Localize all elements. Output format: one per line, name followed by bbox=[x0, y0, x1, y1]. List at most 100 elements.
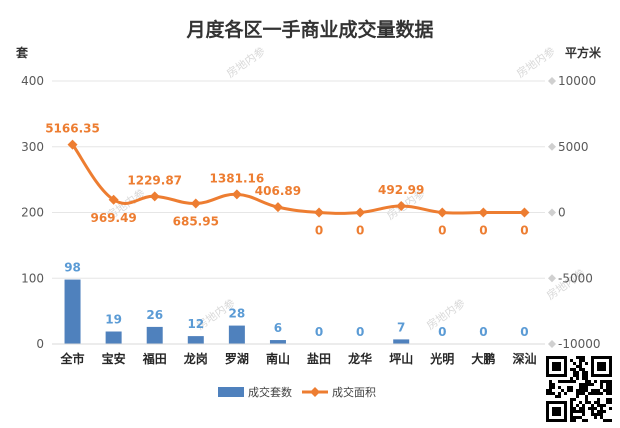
bar-value-label: 0 bbox=[356, 325, 364, 339]
qr-module bbox=[558, 395, 561, 398]
qr-module bbox=[585, 383, 588, 386]
qr-module bbox=[579, 365, 582, 368]
qr-module bbox=[579, 392, 582, 395]
qr-module bbox=[591, 383, 594, 386]
bar bbox=[105, 331, 122, 344]
qr-module bbox=[570, 398, 573, 401]
qr-module bbox=[585, 386, 588, 389]
qr-module bbox=[582, 356, 585, 359]
bar-value-label: 0 bbox=[520, 325, 528, 339]
qr-module bbox=[609, 392, 612, 395]
qr-module bbox=[585, 398, 588, 401]
qr-module bbox=[582, 368, 585, 371]
line-value-label: 0 bbox=[438, 224, 446, 238]
qr-module bbox=[582, 404, 585, 407]
qr-module bbox=[600, 386, 603, 389]
qr-module bbox=[591, 389, 594, 392]
qr-module bbox=[564, 380, 567, 383]
qr-module bbox=[609, 386, 612, 389]
qr-module bbox=[591, 413, 594, 416]
qr-module bbox=[564, 392, 567, 395]
line-value-label: 5166.35 bbox=[45, 122, 100, 136]
qr-module bbox=[582, 410, 585, 413]
qr-module bbox=[591, 407, 594, 410]
qr-module bbox=[597, 401, 600, 404]
qr-module bbox=[582, 359, 585, 362]
qr-module bbox=[588, 407, 591, 410]
qr-code bbox=[544, 354, 614, 424]
qr-module bbox=[570, 368, 573, 371]
qr-module bbox=[576, 395, 579, 398]
qr-module bbox=[603, 419, 606, 422]
right-tick-marker bbox=[548, 142, 556, 151]
qr-module bbox=[552, 383, 555, 386]
right-axis: -10000 -5000 0 5000 10000 bbox=[548, 74, 601, 351]
left-tick-label: 200 bbox=[21, 206, 44, 220]
line-point bbox=[478, 207, 489, 218]
qr-module bbox=[546, 389, 549, 392]
qr-module bbox=[576, 404, 579, 407]
qr-module bbox=[582, 371, 585, 374]
line-value-label: 0 bbox=[479, 224, 487, 238]
category-label: 光明 bbox=[429, 351, 454, 366]
qr-module bbox=[570, 410, 573, 413]
qr-module bbox=[600, 404, 603, 407]
left-tick-label: 300 bbox=[21, 140, 44, 154]
qr-module bbox=[594, 401, 597, 404]
left-tick-label: 400 bbox=[21, 74, 44, 88]
line-value-label: 685.95 bbox=[173, 214, 219, 228]
bar bbox=[269, 340, 286, 344]
legend-line-label: 成交面积 bbox=[332, 385, 376, 399]
right-tick-marker bbox=[548, 274, 556, 283]
qr-module bbox=[597, 389, 600, 392]
qr-module bbox=[573, 419, 576, 422]
line-value-label: 0 bbox=[315, 224, 323, 238]
bar-series bbox=[64, 279, 410, 344]
watermark-text: 房地内参 bbox=[514, 44, 558, 81]
bar-value-label: 26 bbox=[146, 308, 163, 322]
qr-module bbox=[582, 407, 585, 410]
qr-module bbox=[606, 419, 609, 422]
right-tick-label: -10000 bbox=[558, 337, 601, 351]
bar-value-label: 0 bbox=[315, 325, 323, 339]
category-label: 福田 bbox=[142, 351, 167, 366]
line-point bbox=[314, 207, 325, 218]
qr-module bbox=[603, 380, 606, 383]
qr-module bbox=[600, 392, 603, 395]
qr-module bbox=[579, 407, 582, 410]
qr-module bbox=[594, 407, 597, 410]
line-point bbox=[396, 201, 407, 212]
qr-module bbox=[600, 416, 603, 419]
qr-module bbox=[606, 392, 609, 395]
line-value-label: 1229.87 bbox=[127, 173, 182, 187]
qr-module bbox=[570, 386, 573, 389]
qr-module bbox=[591, 410, 594, 413]
qr-module bbox=[582, 413, 585, 416]
left-axis: 0 100 200 300 400 bbox=[21, 74, 44, 351]
category-label: 深汕 bbox=[512, 351, 536, 366]
qr-module bbox=[549, 386, 552, 389]
qr-module bbox=[594, 416, 597, 419]
x-axis: 全市 宝安 福田 龙岗 罗湖 南山 盐田 龙华 坪山 光明 大鹏 深汕 bbox=[52, 343, 545, 366]
qr-module bbox=[585, 395, 588, 398]
qr-finder bbox=[552, 362, 561, 371]
qr-module bbox=[597, 404, 600, 407]
qr-module bbox=[567, 386, 570, 389]
qr-module bbox=[588, 383, 591, 386]
qr-module bbox=[609, 407, 612, 410]
qr-module bbox=[576, 389, 579, 392]
line-point bbox=[437, 207, 448, 218]
qr-module bbox=[585, 377, 588, 380]
qr-module bbox=[579, 356, 582, 359]
qr-module bbox=[585, 380, 588, 383]
qr-module bbox=[567, 389, 570, 392]
qr-module bbox=[606, 398, 609, 401]
category-label: 罗湖 bbox=[225, 351, 249, 366]
qr-module bbox=[600, 380, 603, 383]
bar bbox=[228, 325, 245, 344]
qr-module bbox=[570, 407, 573, 410]
left-tick-label: 0 bbox=[36, 337, 44, 351]
right-tick-label: 5000 bbox=[558, 140, 589, 154]
line-value-label: 969.49 bbox=[90, 211, 136, 225]
qr-module bbox=[597, 410, 600, 413]
